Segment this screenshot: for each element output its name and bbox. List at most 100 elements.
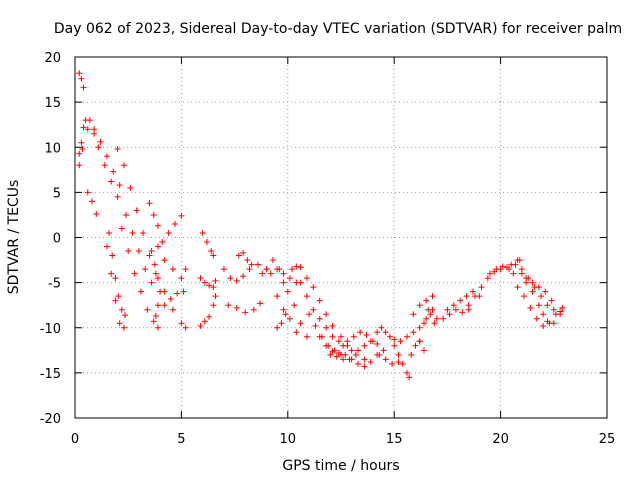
series-arc-h bbox=[114, 146, 189, 331]
data-point bbox=[240, 273, 247, 280]
data-point bbox=[206, 282, 213, 289]
data-point bbox=[242, 309, 249, 316]
data-point bbox=[510, 270, 517, 277]
data-point bbox=[374, 340, 381, 347]
data-point bbox=[361, 356, 368, 363]
data-point bbox=[225, 302, 232, 309]
series-arc-t bbox=[235, 249, 255, 268]
data-point bbox=[406, 374, 413, 381]
data-point bbox=[395, 351, 402, 358]
series-arc-aw bbox=[523, 279, 555, 304]
data-point bbox=[267, 270, 274, 277]
data-point bbox=[248, 261, 255, 268]
series-arc-r bbox=[197, 284, 219, 329]
series-arc-q bbox=[197, 275, 219, 289]
data-point bbox=[246, 266, 253, 273]
data-point bbox=[310, 306, 317, 313]
data-point bbox=[342, 351, 349, 358]
data-point bbox=[382, 329, 389, 336]
data-point bbox=[499, 263, 506, 270]
data-point bbox=[352, 351, 359, 358]
data-point bbox=[463, 293, 470, 300]
data-point bbox=[540, 311, 547, 318]
data-point bbox=[557, 308, 564, 315]
data-point bbox=[391, 336, 398, 343]
data-point bbox=[457, 297, 464, 304]
data-point bbox=[206, 313, 213, 320]
data-point bbox=[316, 315, 323, 322]
y-tick-label: 10 bbox=[44, 141, 61, 156]
data-point bbox=[110, 168, 117, 175]
series-arc-u bbox=[225, 300, 264, 316]
data-point bbox=[361, 363, 368, 370]
data-point bbox=[350, 333, 357, 340]
series-arc-k bbox=[148, 248, 164, 320]
data-point bbox=[459, 309, 466, 316]
data-point bbox=[450, 302, 457, 309]
x-tick-labels: 0 5 10 15 20 25 bbox=[71, 432, 615, 447]
y-tick-label: -20 bbox=[40, 412, 61, 427]
data-point bbox=[146, 200, 153, 207]
data-point bbox=[378, 324, 385, 331]
data-point bbox=[403, 369, 410, 376]
data-point bbox=[142, 266, 149, 273]
data-point bbox=[112, 297, 119, 304]
axis-ticks bbox=[74, 56, 608, 419]
y-axis-label: SDTVAR / TECUs bbox=[6, 180, 22, 295]
data-point bbox=[255, 261, 262, 268]
data-point bbox=[344, 338, 351, 345]
data-point bbox=[233, 304, 240, 311]
data-point bbox=[259, 270, 266, 277]
data-point bbox=[80, 84, 87, 91]
data-point bbox=[420, 347, 427, 354]
data-point bbox=[174, 290, 181, 297]
data-point bbox=[80, 124, 87, 131]
data-point bbox=[376, 351, 383, 358]
series-arc-c bbox=[76, 126, 123, 189]
series-arc-ar bbox=[465, 264, 517, 309]
data-point bbox=[508, 261, 515, 268]
data-point bbox=[420, 320, 427, 327]
data-point bbox=[116, 320, 123, 327]
data-point bbox=[280, 306, 287, 313]
data-point bbox=[144, 306, 151, 313]
data-point bbox=[380, 347, 387, 354]
data-point bbox=[395, 359, 402, 366]
data-point bbox=[108, 270, 115, 277]
data-point bbox=[116, 182, 123, 189]
data-point bbox=[303, 333, 310, 340]
series-arc-aq bbox=[444, 288, 483, 313]
data-point bbox=[518, 270, 525, 277]
data-point bbox=[114, 146, 121, 153]
data-point bbox=[103, 153, 110, 160]
series-arc-z bbox=[289, 263, 304, 273]
data-point bbox=[533, 315, 540, 322]
data-point bbox=[154, 222, 161, 229]
data-point bbox=[374, 329, 381, 336]
series-arc-w bbox=[267, 266, 300, 286]
data-point bbox=[348, 356, 355, 363]
data-point bbox=[529, 279, 536, 286]
data-point bbox=[178, 320, 185, 327]
data-point bbox=[244, 257, 251, 264]
data-point bbox=[416, 324, 423, 331]
data-point bbox=[91, 130, 98, 137]
data-point bbox=[355, 360, 362, 367]
data-point bbox=[199, 229, 206, 236]
data-point bbox=[440, 315, 447, 322]
series-arc-p bbox=[199, 229, 217, 259]
data-point bbox=[274, 324, 281, 331]
data-point bbox=[78, 139, 85, 146]
data-point bbox=[212, 277, 219, 284]
data-point bbox=[469, 288, 476, 295]
data-point bbox=[408, 351, 415, 358]
data-point bbox=[146, 252, 153, 259]
data-point bbox=[403, 333, 410, 340]
data-point bbox=[293, 263, 300, 270]
data-point bbox=[544, 302, 551, 309]
data-point bbox=[357, 329, 364, 336]
data-point bbox=[123, 211, 130, 218]
series-arc-ag bbox=[348, 351, 381, 370]
series-arc-aj bbox=[376, 351, 402, 367]
x-tick-label: 15 bbox=[386, 432, 403, 447]
